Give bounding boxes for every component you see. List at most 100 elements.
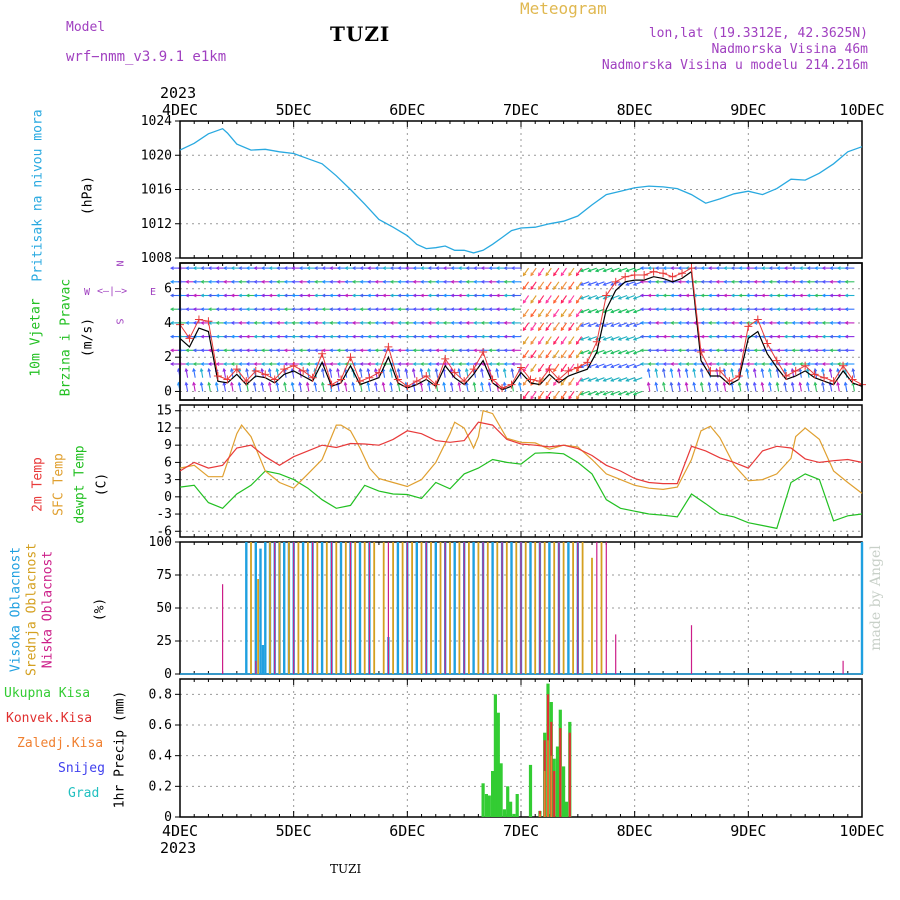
wind-arrowhead — [306, 348, 311, 353]
wind-arrowhead — [518, 381, 522, 386]
wind-arrow — [576, 308, 583, 317]
gust-marker — [318, 349, 327, 358]
wind-arrow — [518, 382, 522, 392]
wind-arrowhead — [617, 337, 622, 341]
wind-arrowhead — [545, 340, 550, 345]
wind-arrowhead — [654, 362, 659, 366]
ytick-label: 6 — [164, 455, 172, 470]
wind-arrowhead — [359, 334, 364, 339]
wind-arrow — [223, 382, 227, 392]
gust-marker — [346, 353, 355, 362]
wind-arrowhead — [420, 266, 424, 271]
wind-arrowhead — [530, 313, 534, 318]
wind-arrowhead — [215, 362, 220, 366]
wind-arrowhead — [730, 293, 735, 298]
wind-arrowhead — [253, 334, 258, 339]
wind-arrowhead — [397, 279, 402, 284]
wind-arrow — [405, 368, 408, 378]
wind-arrowhead — [495, 362, 500, 366]
model-name: wrf−nmm_v3.9.1 e1km — [66, 49, 227, 65]
wind-speed-line — [179, 270, 863, 391]
wind-arrow — [538, 281, 545, 290]
wind-arrow — [545, 295, 552, 304]
wind-arrowhead — [602, 378, 607, 382]
wind-arrowhead — [434, 367, 439, 372]
wind-arrowhead — [625, 350, 630, 355]
wind-arrowhead — [684, 367, 689, 372]
wind-arrow — [374, 382, 378, 392]
wind-arrowhead — [351, 293, 356, 298]
wind-arrowhead — [510, 279, 515, 284]
wind-arrow — [576, 349, 583, 359]
wind-arrowhead — [291, 321, 296, 325]
wind-arrow — [618, 308, 628, 313]
wind-arrowhead — [412, 293, 417, 298]
gust-marker — [649, 267, 658, 276]
wind-arrowhead — [207, 362, 212, 366]
wind-arrowhead — [321, 293, 326, 298]
ytick-label: 4 — [164, 316, 172, 331]
wind-arrowhead — [553, 299, 557, 304]
wind-arrowhead — [828, 367, 833, 372]
wind-arrowhead — [336, 293, 341, 298]
wind-arrow — [670, 382, 674, 392]
gust-marker — [810, 370, 819, 379]
wind-arrowhead — [814, 321, 818, 325]
wind-arrowhead — [238, 279, 243, 284]
wind-arrowhead — [821, 321, 826, 325]
wind-arrowhead — [632, 378, 637, 382]
wind-arrowhead — [814, 334, 818, 339]
wind-arrow — [530, 336, 537, 345]
wind-arrowhead — [639, 279, 644, 284]
gust-marker — [706, 366, 715, 375]
wind-arrowhead — [684, 381, 689, 386]
wind-arrowhead — [420, 279, 424, 284]
wind-arrowhead — [192, 307, 197, 312]
wind-arrowhead — [775, 381, 780, 386]
wind-arrowhead — [745, 367, 749, 372]
wind-arrow — [776, 368, 780, 378]
wind-arrowhead — [587, 309, 592, 314]
wind-arrowhead — [510, 348, 515, 353]
wind-arrowhead — [738, 293, 743, 298]
wind-arrow — [568, 377, 575, 386]
wind-arrowhead — [283, 266, 288, 271]
wind-arrowhead — [450, 321, 455, 325]
wind-arrowhead — [298, 348, 303, 353]
wind-arrowhead — [427, 307, 432, 312]
wind-arrowhead — [313, 348, 318, 353]
wind-arrow — [496, 368, 499, 378]
wind-arrowhead — [253, 266, 258, 271]
wind-arrowhead — [617, 268, 622, 273]
gust-marker — [393, 375, 402, 384]
wind-arrowhead — [382, 293, 387, 298]
wind-arrowhead — [488, 307, 493, 312]
gust-marker — [232, 365, 241, 374]
wind-arrowhead — [215, 348, 220, 353]
legend-snow: Snijeg — [58, 761, 105, 776]
wind-arrowhead — [276, 348, 280, 353]
wind-arrowhead — [503, 362, 508, 366]
wind-arrowhead — [253, 321, 258, 325]
wind-arrowhead — [480, 362, 485, 366]
wind-arrowhead — [268, 279, 273, 284]
wind-arrowhead — [260, 307, 265, 312]
wind-arrowhead — [382, 307, 387, 312]
wind-arrowhead — [480, 293, 485, 298]
wind-arrowhead — [200, 293, 205, 298]
wind-arrowhead — [760, 381, 765, 386]
wind-arrowhead — [594, 268, 599, 273]
wind-arrowhead — [488, 362, 493, 366]
wind-arrowhead — [329, 293, 334, 298]
wind-arrowhead — [495, 348, 500, 353]
wind-arrowhead — [268, 362, 273, 366]
wind-arrow — [522, 308, 530, 317]
wind-arrow — [618, 390, 628, 396]
wind-arrowhead — [677, 362, 682, 366]
wind-arrowhead — [192, 348, 197, 353]
wind-arrowhead — [692, 334, 697, 339]
wind-arrowhead — [185, 266, 190, 271]
wind-arrowhead — [677, 348, 682, 353]
wind-arrowhead — [776, 307, 781, 312]
wind-arrow — [522, 349, 530, 359]
